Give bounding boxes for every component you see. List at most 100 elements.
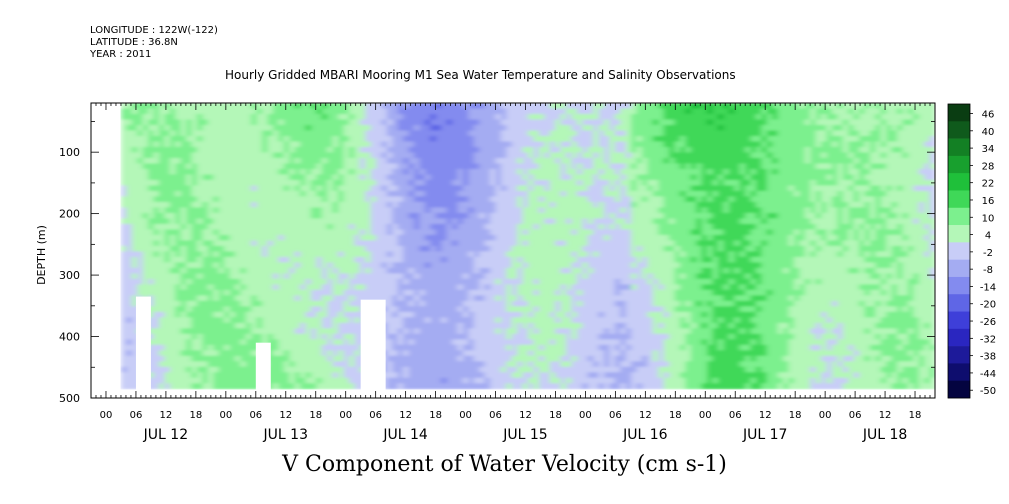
field-cell — [565, 108, 572, 115]
field-cell — [500, 262, 507, 269]
field-cell — [381, 113, 388, 121]
field-cell — [142, 152, 149, 159]
field-cell — [598, 372, 605, 379]
field-cell — [348, 273, 355, 280]
field-cell — [294, 289, 301, 296]
field-cell — [256, 135, 263, 143]
field-cell — [256, 103, 263, 110]
field-cell — [452, 245, 459, 252]
field-cell — [327, 168, 334, 176]
field-cell — [484, 135, 491, 143]
field-cell — [278, 130, 285, 137]
field-cell — [468, 339, 475, 346]
field-cell — [300, 223, 307, 231]
field-cell — [598, 196, 605, 203]
field-cell — [538, 190, 545, 198]
field-cell — [305, 273, 312, 280]
field-cell — [332, 262, 339, 269]
field-cell — [625, 355, 632, 362]
field-cell — [153, 300, 160, 307]
field-cell — [506, 383, 513, 390]
field-cell — [489, 190, 497, 198]
field-cell — [283, 333, 290, 340]
field-cell — [403, 124, 410, 132]
field-cell — [414, 212, 421, 220]
field-cell — [234, 273, 241, 280]
field-cell — [142, 284, 149, 291]
field-cell — [126, 190, 133, 198]
field-cell — [272, 328, 279, 335]
field-cell — [348, 146, 355, 154]
field-cell — [430, 207, 437, 214]
field-cell — [120, 157, 127, 165]
field-cell — [300, 339, 307, 346]
field-cell — [272, 333, 279, 340]
field-cell — [256, 108, 263, 115]
field-cell — [576, 119, 583, 126]
field-cell — [321, 328, 328, 335]
field-cell — [267, 234, 274, 241]
field-cell — [381, 130, 388, 137]
field-cell — [614, 361, 621, 368]
field-cell — [376, 278, 383, 285]
field-cell — [457, 278, 464, 285]
field-cell — [511, 157, 518, 165]
field-cell — [403, 119, 410, 126]
field-cell — [175, 229, 182, 236]
field-cell — [479, 333, 486, 340]
field-cell — [419, 168, 426, 176]
field-cell — [533, 267, 540, 274]
field-cell — [294, 383, 301, 390]
field-cell — [256, 322, 263, 329]
field-cell — [479, 113, 486, 121]
field-cell — [522, 333, 529, 340]
field-cell — [452, 339, 459, 346]
field-cell — [560, 256, 567, 263]
field-cell — [376, 196, 383, 203]
field-cell — [419, 273, 426, 280]
field-cell — [376, 124, 383, 132]
field-cell — [414, 284, 421, 291]
field-cell — [555, 218, 562, 225]
field-cell — [495, 366, 502, 373]
field-cell — [527, 383, 535, 390]
field-cell — [332, 278, 339, 285]
field-cell — [517, 152, 524, 159]
field-cell — [419, 284, 426, 291]
field-cell — [636, 130, 643, 137]
field-cell — [175, 372, 182, 379]
field-cell — [343, 207, 350, 214]
field-cell — [408, 218, 415, 225]
field-cell — [517, 339, 524, 346]
field-cell — [234, 333, 241, 340]
field-cell — [593, 245, 600, 252]
field-cell — [495, 383, 502, 390]
field-cell — [625, 366, 632, 373]
field-cell — [403, 262, 410, 269]
field-cell — [424, 245, 431, 252]
field-cell — [164, 119, 171, 126]
field-cell — [582, 383, 589, 390]
field-cell — [609, 152, 616, 159]
field-cell — [338, 240, 345, 247]
field-cell — [202, 278, 209, 285]
field-cell — [316, 108, 323, 115]
field-cell — [218, 267, 225, 274]
field-cell — [229, 163, 236, 170]
field-cell — [397, 146, 404, 154]
field-cell — [517, 146, 524, 154]
field-cell — [484, 322, 491, 329]
field-cell — [593, 190, 600, 198]
field-cell — [544, 240, 551, 247]
field-cell — [462, 284, 469, 291]
field-cell — [544, 201, 551, 209]
field-cell — [571, 135, 578, 143]
field-cell — [473, 278, 480, 285]
field-cell — [446, 311, 453, 318]
field-cell — [538, 157, 545, 165]
field-cell — [403, 163, 410, 170]
field-cell — [489, 306, 497, 313]
field-cell — [576, 185, 583, 192]
field-cell — [527, 185, 535, 192]
field-cell — [544, 229, 551, 236]
